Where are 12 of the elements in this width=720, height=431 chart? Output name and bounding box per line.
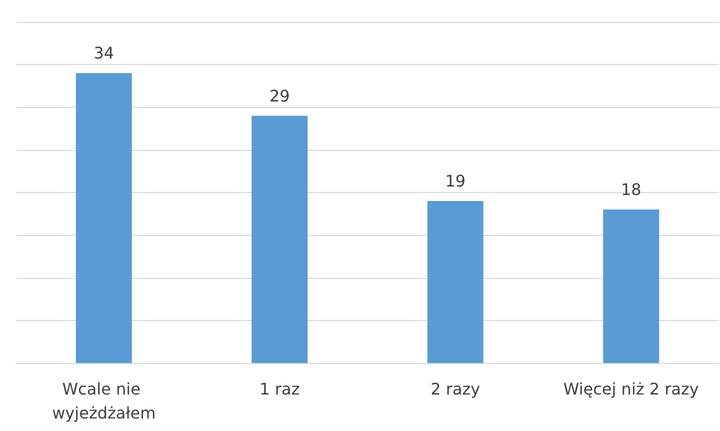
x-tick-label: Więcej niż 2 razy — [563, 380, 699, 398]
bar — [76, 73, 132, 363]
x-tick-label: 2 razy — [430, 380, 480, 398]
bar — [427, 201, 484, 363]
data-label: 34 — [94, 44, 114, 63]
data-label: 18 — [620, 180, 642, 200]
x-tick-label: Wcale nie wyjeżdżałem — [52, 380, 156, 422]
bar — [603, 210, 660, 363]
data-label: 29 — [269, 86, 290, 106]
data-label: 19 — [445, 172, 466, 191]
bar — [252, 116, 308, 363]
x-tick-label: 1 raz — [260, 380, 300, 398]
